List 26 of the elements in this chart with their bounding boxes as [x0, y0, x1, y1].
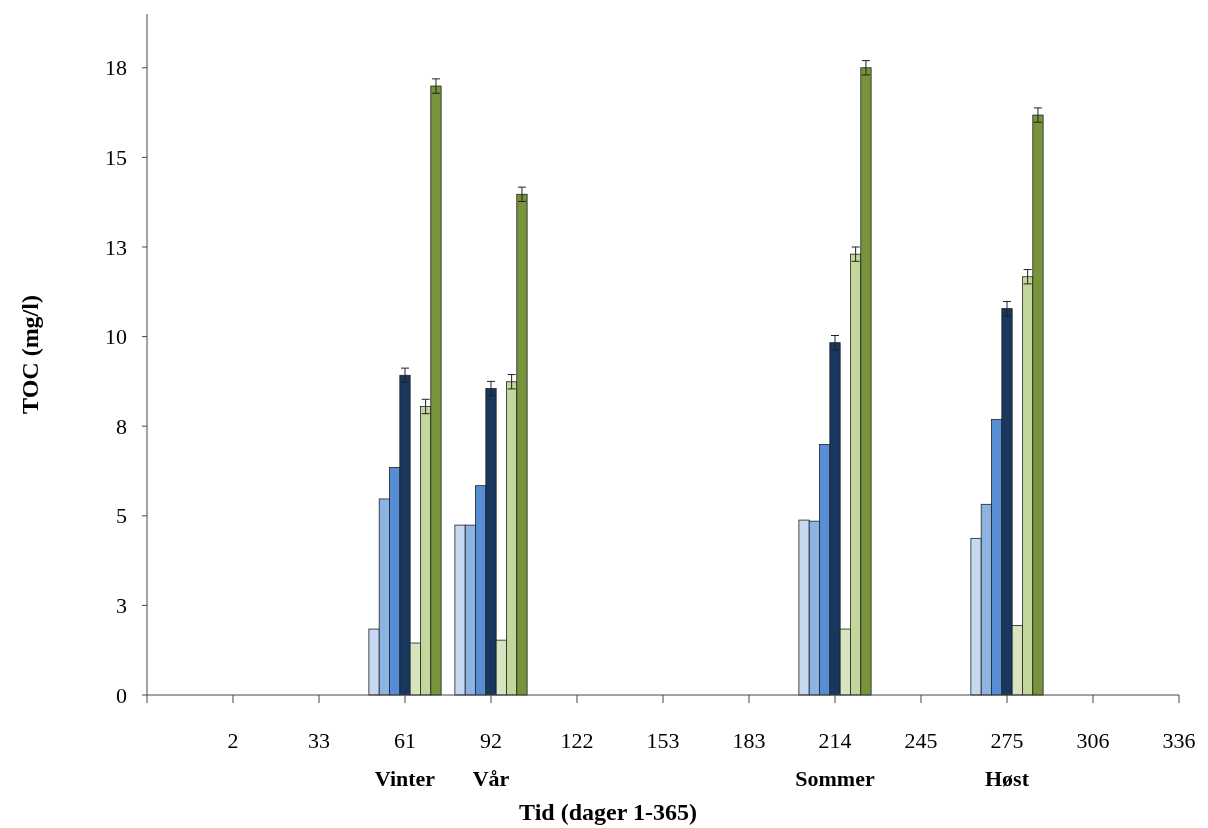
x-tick-label: 214	[818, 728, 852, 753]
x-tick-label: 2	[227, 728, 239, 753]
y-tick-label: 18	[105, 55, 127, 81]
y-tick-label: 15	[105, 145, 127, 171]
y-tick-label: 3	[116, 593, 127, 619]
x-tick-label: 61	[394, 728, 416, 753]
x-tick-label: 33	[308, 728, 330, 753]
x-axis-title: Tid (dager 1-365)	[519, 799, 697, 825]
text: Sommer	[795, 766, 875, 791]
y-tick-label: 13	[105, 234, 127, 260]
y-tick-label: 10	[105, 324, 127, 350]
text: Vinter	[374, 766, 436, 791]
x-tick-label: 245	[904, 728, 938, 753]
x-tick-label: 275	[990, 728, 1024, 753]
x-tick-label: 183	[732, 728, 766, 753]
x-tick-label: 336	[1162, 728, 1196, 753]
text: Vår	[472, 766, 510, 791]
x-tick-label: 122	[560, 728, 594, 753]
text: Høst	[985, 766, 1030, 791]
y-tick-label: 0	[116, 682, 127, 708]
x-tick-label: 153	[646, 728, 680, 753]
x-tick-label: 306	[1076, 728, 1110, 753]
x-tick-label: 92	[480, 728, 502, 753]
y-tick-label: 8	[116, 413, 127, 439]
y-axis-title: TOC (mg/l)	[17, 295, 43, 414]
y-tick-label: 5	[116, 503, 127, 529]
